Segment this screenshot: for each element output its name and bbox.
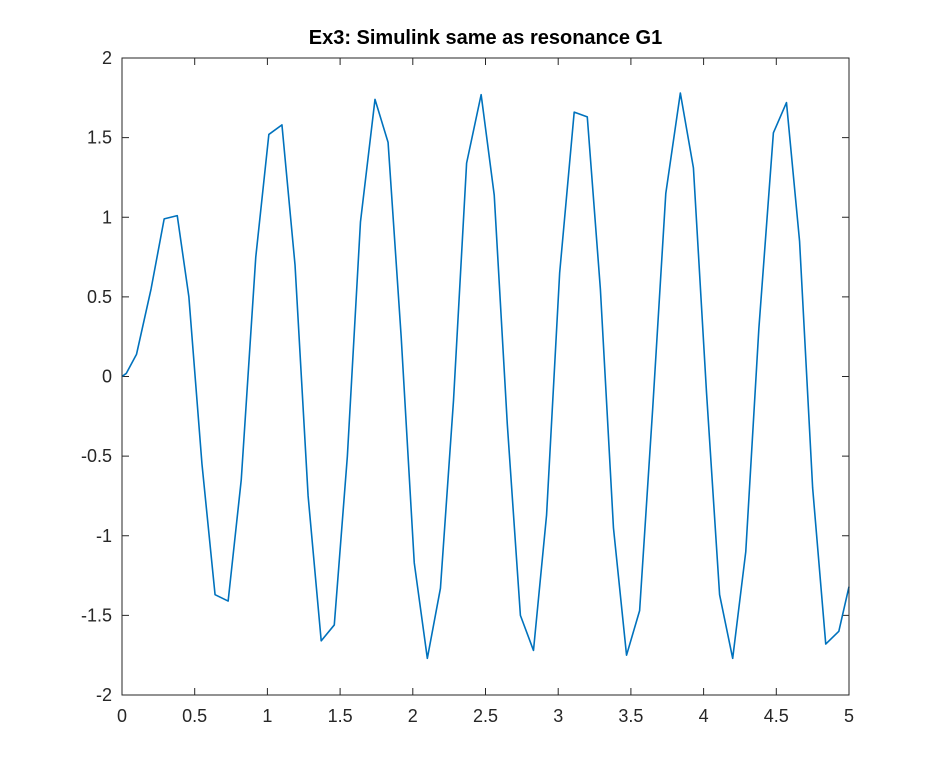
x-tick-label: 0.5 [182, 706, 207, 726]
plot-area-background [122, 58, 849, 695]
x-tick-label: 5 [844, 706, 854, 726]
x-tick-label: 1.5 [328, 706, 353, 726]
x-tick-label: 2.5 [473, 706, 498, 726]
y-tick-label: 1 [102, 207, 112, 227]
y-tick-label: -1.5 [81, 605, 112, 625]
axes-box [121, 57, 850, 696]
y-tick-label: 0.5 [87, 287, 112, 307]
y-tick-label: -1 [96, 526, 112, 546]
x-tick-label: 3 [553, 706, 563, 726]
y-tick-label: 0 [102, 367, 112, 387]
chart-title: Ex3: Simulink same as resonance G1 [309, 27, 663, 49]
tick-labels: 0 0.5 1 1.5 2 2.5 3 3.5 4 4.5 5 -2 -1.5 -1 -0.5 0 0.5 1 1.… [81, 48, 854, 726]
x-tick-label: 4.5 [764, 706, 789, 726]
y-tick-label: 2 [102, 48, 112, 68]
x-tick-label: 0 [117, 706, 127, 726]
x-tick-label: 4 [699, 706, 709, 726]
y-tick-label: -0.5 [81, 446, 112, 466]
x-tick-label: 2 [408, 706, 418, 726]
y-tick-label: 1.5 [87, 128, 112, 148]
series-line [121, 92, 850, 660]
y-tick-label: -2 [96, 685, 112, 705]
x-tick-label: 3.5 [618, 706, 643, 726]
x-tick-label: 1 [262, 706, 272, 726]
